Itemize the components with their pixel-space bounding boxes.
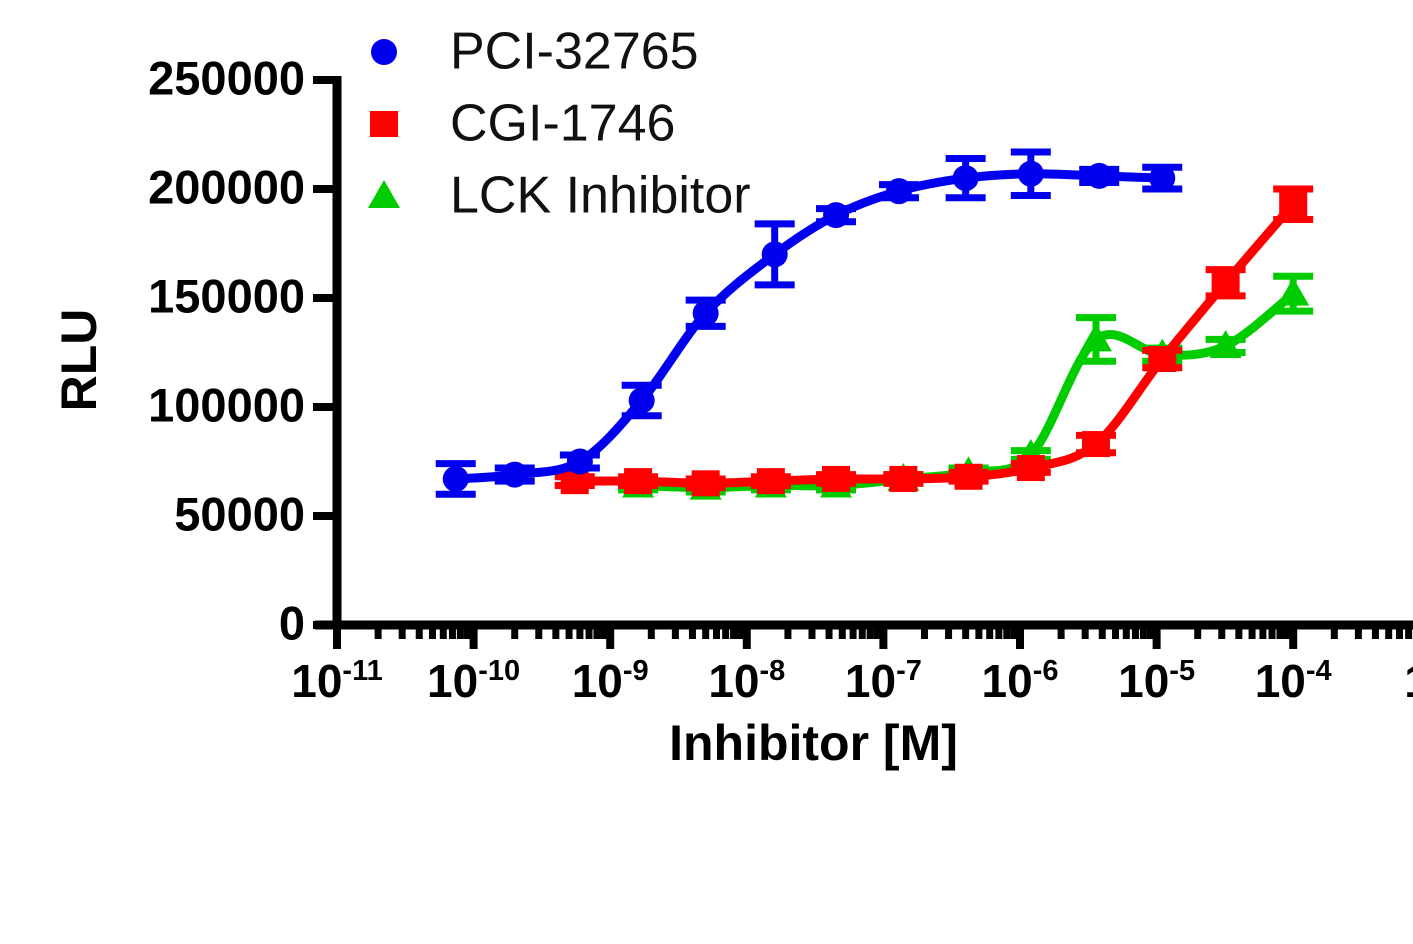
x-axis-tick-label: 10-6 xyxy=(982,655,1059,707)
x-axis-tick-label: 10-4 xyxy=(1255,655,1332,707)
data-point xyxy=(822,465,851,492)
y-axis-tick-label: 150000 xyxy=(148,269,305,322)
data-point xyxy=(1017,160,1044,187)
y-tick-layer: 0 50000 100000 150000 200000 250000 xyxy=(148,51,337,649)
x-tick-layer: 10-11 10-10 10-9 10-8 10-7 10-6 10-5 10-4 10 xyxy=(291,625,1413,707)
data-point xyxy=(501,461,528,488)
legend-item: CGI-1746 xyxy=(370,95,675,153)
data-point xyxy=(1148,346,1177,373)
data-point xyxy=(1279,191,1308,218)
data-point xyxy=(885,178,912,205)
data-point xyxy=(566,448,593,475)
data-series-layer xyxy=(435,148,1314,500)
data-point xyxy=(823,202,850,229)
y-axis-tick-label: 100000 xyxy=(148,378,305,431)
x-axis-tick-label: 10-5 xyxy=(1118,655,1195,707)
data-point xyxy=(889,465,918,492)
legend-item: PCI-32765 xyxy=(371,23,699,81)
data-point xyxy=(691,470,720,497)
data-point xyxy=(1211,269,1240,296)
data-point xyxy=(1086,162,1113,189)
data-point xyxy=(1079,323,1112,352)
data-point xyxy=(1016,455,1045,482)
x-axis-tick-label: 10-8 xyxy=(708,655,785,707)
x-axis-tick-label: 10-7 xyxy=(845,655,922,707)
legend: PCI-32765 CGI-1746 LCK Inhibitor xyxy=(368,23,751,225)
x-axis-tick-label: 10-11 xyxy=(291,655,383,707)
legend-marker-circle-icon xyxy=(371,39,397,65)
x-axis-tick-label: 10-9 xyxy=(572,655,649,707)
data-point xyxy=(442,465,469,492)
y-axis-tick-label: 250000 xyxy=(148,51,305,104)
y-axis-title: RLU xyxy=(51,309,107,412)
series-pci-32765 xyxy=(435,148,1183,498)
y-axis-tick-label: 50000 xyxy=(174,487,305,540)
data-point xyxy=(952,165,979,192)
data-point xyxy=(624,468,653,495)
x-axis-title: Inhibitor [M] xyxy=(669,715,958,771)
legend-marker-square-icon xyxy=(370,111,398,137)
legend-label: CGI-1746 xyxy=(450,95,675,153)
data-point xyxy=(761,241,788,268)
data-point xyxy=(756,468,785,495)
legend-item: LCK Inhibitor xyxy=(368,167,751,225)
axis-layer xyxy=(315,76,1413,630)
axis-label-layer: RLU Inhibitor [M] xyxy=(51,309,958,771)
data-point xyxy=(1081,431,1110,458)
data-point xyxy=(628,387,655,414)
legend-label: LCK Inhibitor xyxy=(450,167,751,225)
series-cgi-1746 xyxy=(554,185,1314,497)
data-point xyxy=(1149,165,1176,192)
data-point xyxy=(954,463,983,490)
x-axis-tick-label: 10 xyxy=(1404,655,1413,707)
legend-label: PCI-32765 xyxy=(450,23,699,81)
data-point xyxy=(1209,329,1242,358)
legend-marker-triangle-icon xyxy=(368,180,400,208)
data-point xyxy=(1277,277,1310,306)
data-point xyxy=(692,300,719,327)
x-axis-tick-label: 10-10 xyxy=(427,655,520,707)
y-axis-tick-label: 0 xyxy=(279,596,305,649)
y-axis-tick-label: 200000 xyxy=(148,160,305,213)
